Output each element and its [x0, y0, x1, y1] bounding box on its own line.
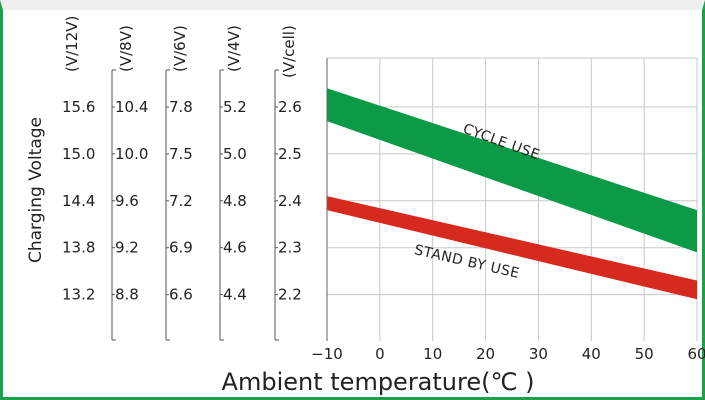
- y-tick-label: 7.8: [169, 98, 193, 116]
- y-tick-label: 2.5: [278, 145, 302, 163]
- y-tick-label: 15.0: [62, 145, 95, 163]
- y-tick-label: 6.6: [169, 286, 193, 304]
- x-tick-label: 50: [635, 345, 654, 363]
- y-tick-label: 15.6: [62, 98, 95, 116]
- x-axis-label: Ambient temperature(℃ ): [222, 368, 535, 396]
- x-tick-label: 30: [529, 345, 548, 363]
- y-tick-label: 9.6: [115, 192, 139, 210]
- y-tick-label: 4.8: [223, 192, 247, 210]
- scale-unit-label: (V/4V): [225, 25, 243, 72]
- y-scales: (V/12V) 15.6 15.0 14.4 13.8 13.2 (V/8V) 10.4 10.…: [62, 16, 302, 341]
- x-tick-label: 10: [423, 345, 442, 363]
- y-tick-label: 7.2: [169, 192, 193, 210]
- x-ticks: −10 0 10 20 30 40 50 60: [311, 345, 705, 363]
- y-tick-label: 2.2: [278, 286, 302, 304]
- y-axis-label: Charging Voltage: [26, 117, 46, 263]
- x-tick-label: 20: [476, 345, 495, 363]
- x-tick-label: 40: [582, 345, 601, 363]
- y-tick-label: 5.2: [223, 98, 247, 116]
- y-tick-label: 13.2: [62, 286, 95, 304]
- y-tick-label: 4.4: [223, 286, 247, 304]
- y-tick-label: 5.0: [223, 145, 247, 163]
- series-band-0: [327, 88, 697, 253]
- y-tick-label: 10.4: [115, 98, 148, 116]
- y-tick-label: 14.4: [62, 192, 95, 210]
- y-tick-label: 2.3: [278, 239, 302, 257]
- scale-unit-label: (V/cell): [280, 25, 298, 78]
- bands: [327, 88, 697, 300]
- y-tick-label: 13.8: [62, 239, 95, 257]
- series-band-1: [327, 196, 697, 300]
- y-tick-label: 10.0: [115, 145, 148, 163]
- y-tick-label: 9.2: [115, 239, 139, 257]
- y-tick-label: 7.5: [169, 145, 193, 163]
- y-tick-label: 6.9: [169, 239, 193, 257]
- x-tick-label: −10: [311, 345, 343, 363]
- y-tick-label: 2.4: [278, 192, 302, 210]
- x-tick-label: 60: [687, 345, 705, 363]
- scale-unit-label: (V/12V): [63, 16, 81, 72]
- x-tick-label: 0: [375, 345, 385, 363]
- scale-unit-label: (V/8V): [117, 25, 135, 72]
- y-tick-label: 2.6: [278, 98, 302, 116]
- scale-unit-label: (V/6V): [171, 25, 189, 72]
- y-tick-label: 4.6: [223, 239, 247, 257]
- y-tick-label: 8.8: [115, 286, 139, 304]
